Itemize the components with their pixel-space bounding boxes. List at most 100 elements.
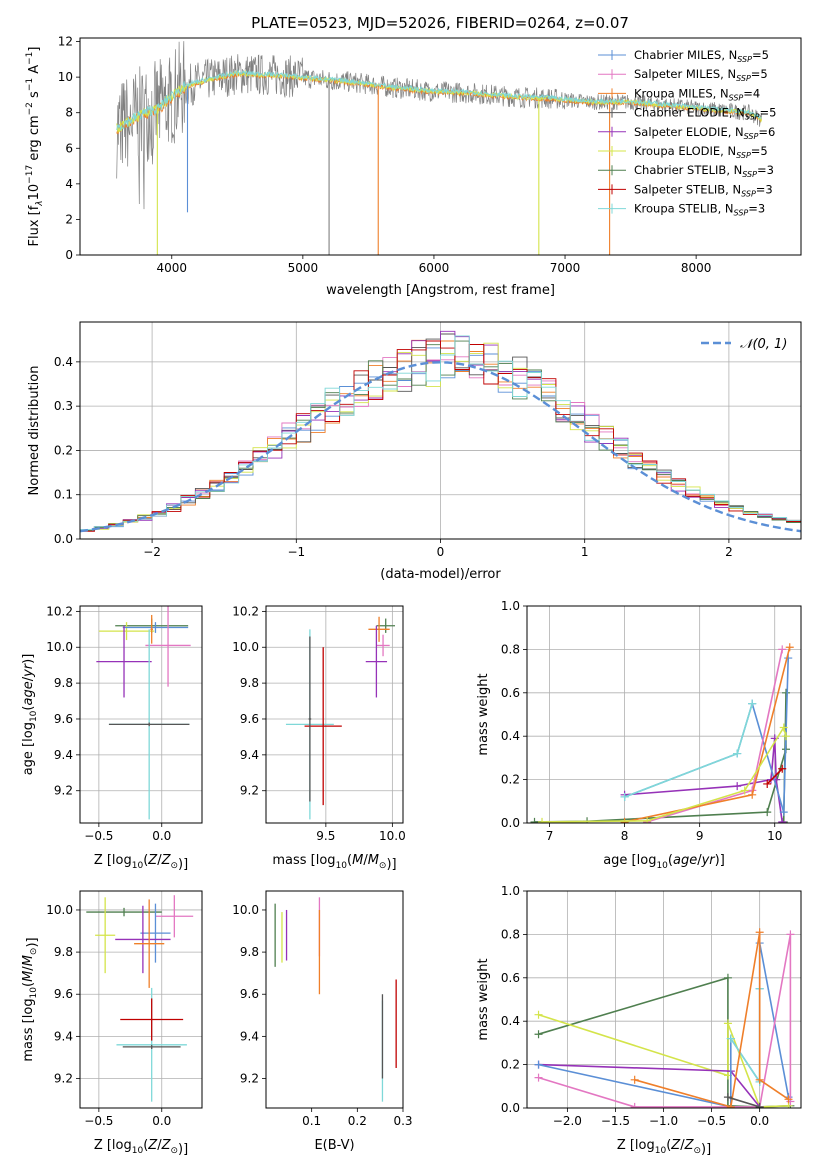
- weight-marker: [733, 749, 742, 758]
- y-tick-label: 0.4: [501, 729, 520, 743]
- y-tick-label: 10.0: [46, 903, 73, 917]
- y-tick-label: 9.6: [54, 987, 73, 1001]
- x-tick-label: 10.0: [379, 829, 406, 843]
- x-tick-label: 5000: [288, 261, 319, 275]
- weight-marker: [723, 973, 732, 982]
- weight-marker: [723, 1093, 732, 1102]
- errorbar-point: [145, 606, 191, 687]
- ticks: 9.5 10.0 9.2 9.4 9.6 9.8 10.0 10.2: [232, 604, 405, 843]
- weight-series: [534, 1060, 764, 1108]
- y-tick-label: 6: [65, 141, 73, 155]
- y-tick-label: 9.2: [54, 1072, 73, 1086]
- panel-residuals: −2 −1 0 1 2 0.0 0.1 0.2 0.3 0.4 (data-model)/error…: [27, 321, 802, 582]
- y-tick-label: 9.6: [240, 987, 259, 1001]
- y-tick-label: 9.8: [240, 676, 259, 690]
- weight-line: [538, 1063, 761, 1108]
- model-spectrum: [116, 68, 763, 131]
- weight-marker: [779, 808, 788, 817]
- weight-marker: [534, 1010, 543, 1019]
- ticks: 0.1 0.2 0.3 9.2 9.4 9.6 9.8 10.0: [232, 903, 412, 1128]
- x-tick-label: −1: [287, 545, 305, 559]
- weight-line: [624, 738, 783, 823]
- ticks: −0.5 0.0 9.2 9.4 9.6 9.8 10.0: [46, 903, 171, 1128]
- x-tick-label: 1: [581, 545, 589, 559]
- errorbar-point: [365, 625, 388, 698]
- y-tick-label: 9.4: [54, 748, 73, 762]
- x-tick-label: 8: [621, 829, 629, 843]
- legend: 𝒩(0, 1): [701, 337, 787, 352]
- y-tick-label: 10.2: [232, 604, 259, 618]
- ticks: 4000 5000 6000 7000 8000 0 2 4 6 8 10 12: [58, 35, 712, 275]
- y-tick-label: 9.2: [54, 784, 73, 798]
- y-tick-label: 9.4: [240, 1029, 259, 1043]
- x-tick-label: 8000: [681, 261, 712, 275]
- panel-age-vs-Z: −0.5 0.0 9.2 9.4 9.6 9.8 10.0 10.2 Z [log10(Z/Z⊙…: [21, 604, 203, 872]
- weight-marker: [781, 688, 790, 697]
- legend-label: Kroupa MILES, NSSP=4: [634, 86, 760, 102]
- x-tick-label: −2.0: [553, 1114, 582, 1128]
- axes-frame: [526, 605, 802, 824]
- weight-line: [727, 1096, 760, 1108]
- weight-line: [541, 725, 787, 823]
- axes-frame: [526, 890, 802, 1109]
- y-tick-label: 1.0: [501, 884, 520, 898]
- errorbar-point: [108, 722, 190, 727]
- plot-area: [530, 643, 794, 823]
- weight-marker: [763, 808, 772, 817]
- x-axis-label: E(B-V): [314, 1138, 354, 1153]
- y-tick-label: 0.2: [501, 1058, 520, 1072]
- legend-label: 𝒩(0, 1): [740, 337, 787, 352]
- legend-label: Chabrier ELODIE, NSSP=5: [634, 106, 776, 122]
- weight-marker: [726, 1034, 735, 1043]
- weight-marker: [740, 786, 749, 795]
- axes-frame: [79, 321, 802, 540]
- x-tick-label: 0: [437, 545, 445, 559]
- x-axis-label: mass [log10(M/M⊙)]: [272, 853, 396, 872]
- y-tick-label: 0.4: [501, 1014, 520, 1028]
- y-tick-label: 9.2: [240, 1072, 259, 1086]
- weight-marker: [778, 817, 787, 823]
- y-tick-label: 0: [65, 248, 73, 262]
- x-tick-label: 9.5: [316, 829, 335, 843]
- legend-label: Chabrier MILES, NSSP=5: [634, 48, 769, 64]
- y-tick-label: 10.0: [232, 903, 259, 917]
- x-tick-label: −1.5: [601, 1114, 630, 1128]
- axes-frame: [79, 605, 203, 824]
- plot-area: [116, 41, 763, 255]
- weight-marker: [534, 1030, 543, 1039]
- y-tick-label: 2: [65, 212, 73, 226]
- x-tick-label: 6000: [419, 261, 450, 275]
- panel-spectrum: 4000 5000 6000 7000 8000 0 2 4 6 8 10 12 wavelength …: [25, 35, 802, 298]
- plot-area: [80, 330, 801, 534]
- weight-marker: [781, 732, 790, 741]
- weight-marker: [726, 1102, 735, 1108]
- errorbar-point: [155, 895, 194, 938]
- weight-marker: [733, 782, 742, 791]
- y-tick-label: 9.8: [54, 945, 73, 959]
- weight-marker: [755, 928, 764, 937]
- y-tick-label: 9.2: [240, 784, 259, 798]
- histogram-series: [80, 335, 801, 533]
- errorbar-point: [308, 636, 312, 802]
- x-tick-label: −0.5: [697, 1114, 726, 1128]
- panel-age-vs-mass: 9.5 10.0 9.2 9.4 9.6 9.8 10.0 10.2 mass [log10(M…: [232, 604, 405, 872]
- ticks: −2.0 −1.5 −1.0 −0.5 0.0 0.0 0.2 0.4 0.6 0.8 1.0: [501, 884, 769, 1128]
- weight-marker: [778, 645, 787, 654]
- y-axis-label: mass [log10(M/M⊙)]: [21, 937, 40, 1061]
- errorbar-point: [115, 905, 171, 974]
- weight-marker: [643, 816, 652, 823]
- weight-marker: [785, 643, 794, 652]
- axes-frame: [79, 37, 802, 256]
- weight-series: [723, 1093, 764, 1108]
- x-tick-label: 0.3: [393, 1114, 412, 1128]
- y-tick-label: 0.6: [501, 686, 520, 700]
- y-axis-label: Flux [fλ10−17 erg cm−2 s−1 A−1]: [25, 47, 45, 247]
- x-tick-label: −1.0: [649, 1114, 678, 1128]
- weight-series: [534, 973, 795, 1108]
- x-tick-label: −2: [143, 545, 161, 559]
- x-axis-label: Z [log10(Z/Z⊙)]: [94, 1138, 188, 1157]
- errorbar-point: [120, 998, 184, 1041]
- weight-marker: [620, 817, 629, 823]
- x-tick-label: 0.2: [348, 1114, 367, 1128]
